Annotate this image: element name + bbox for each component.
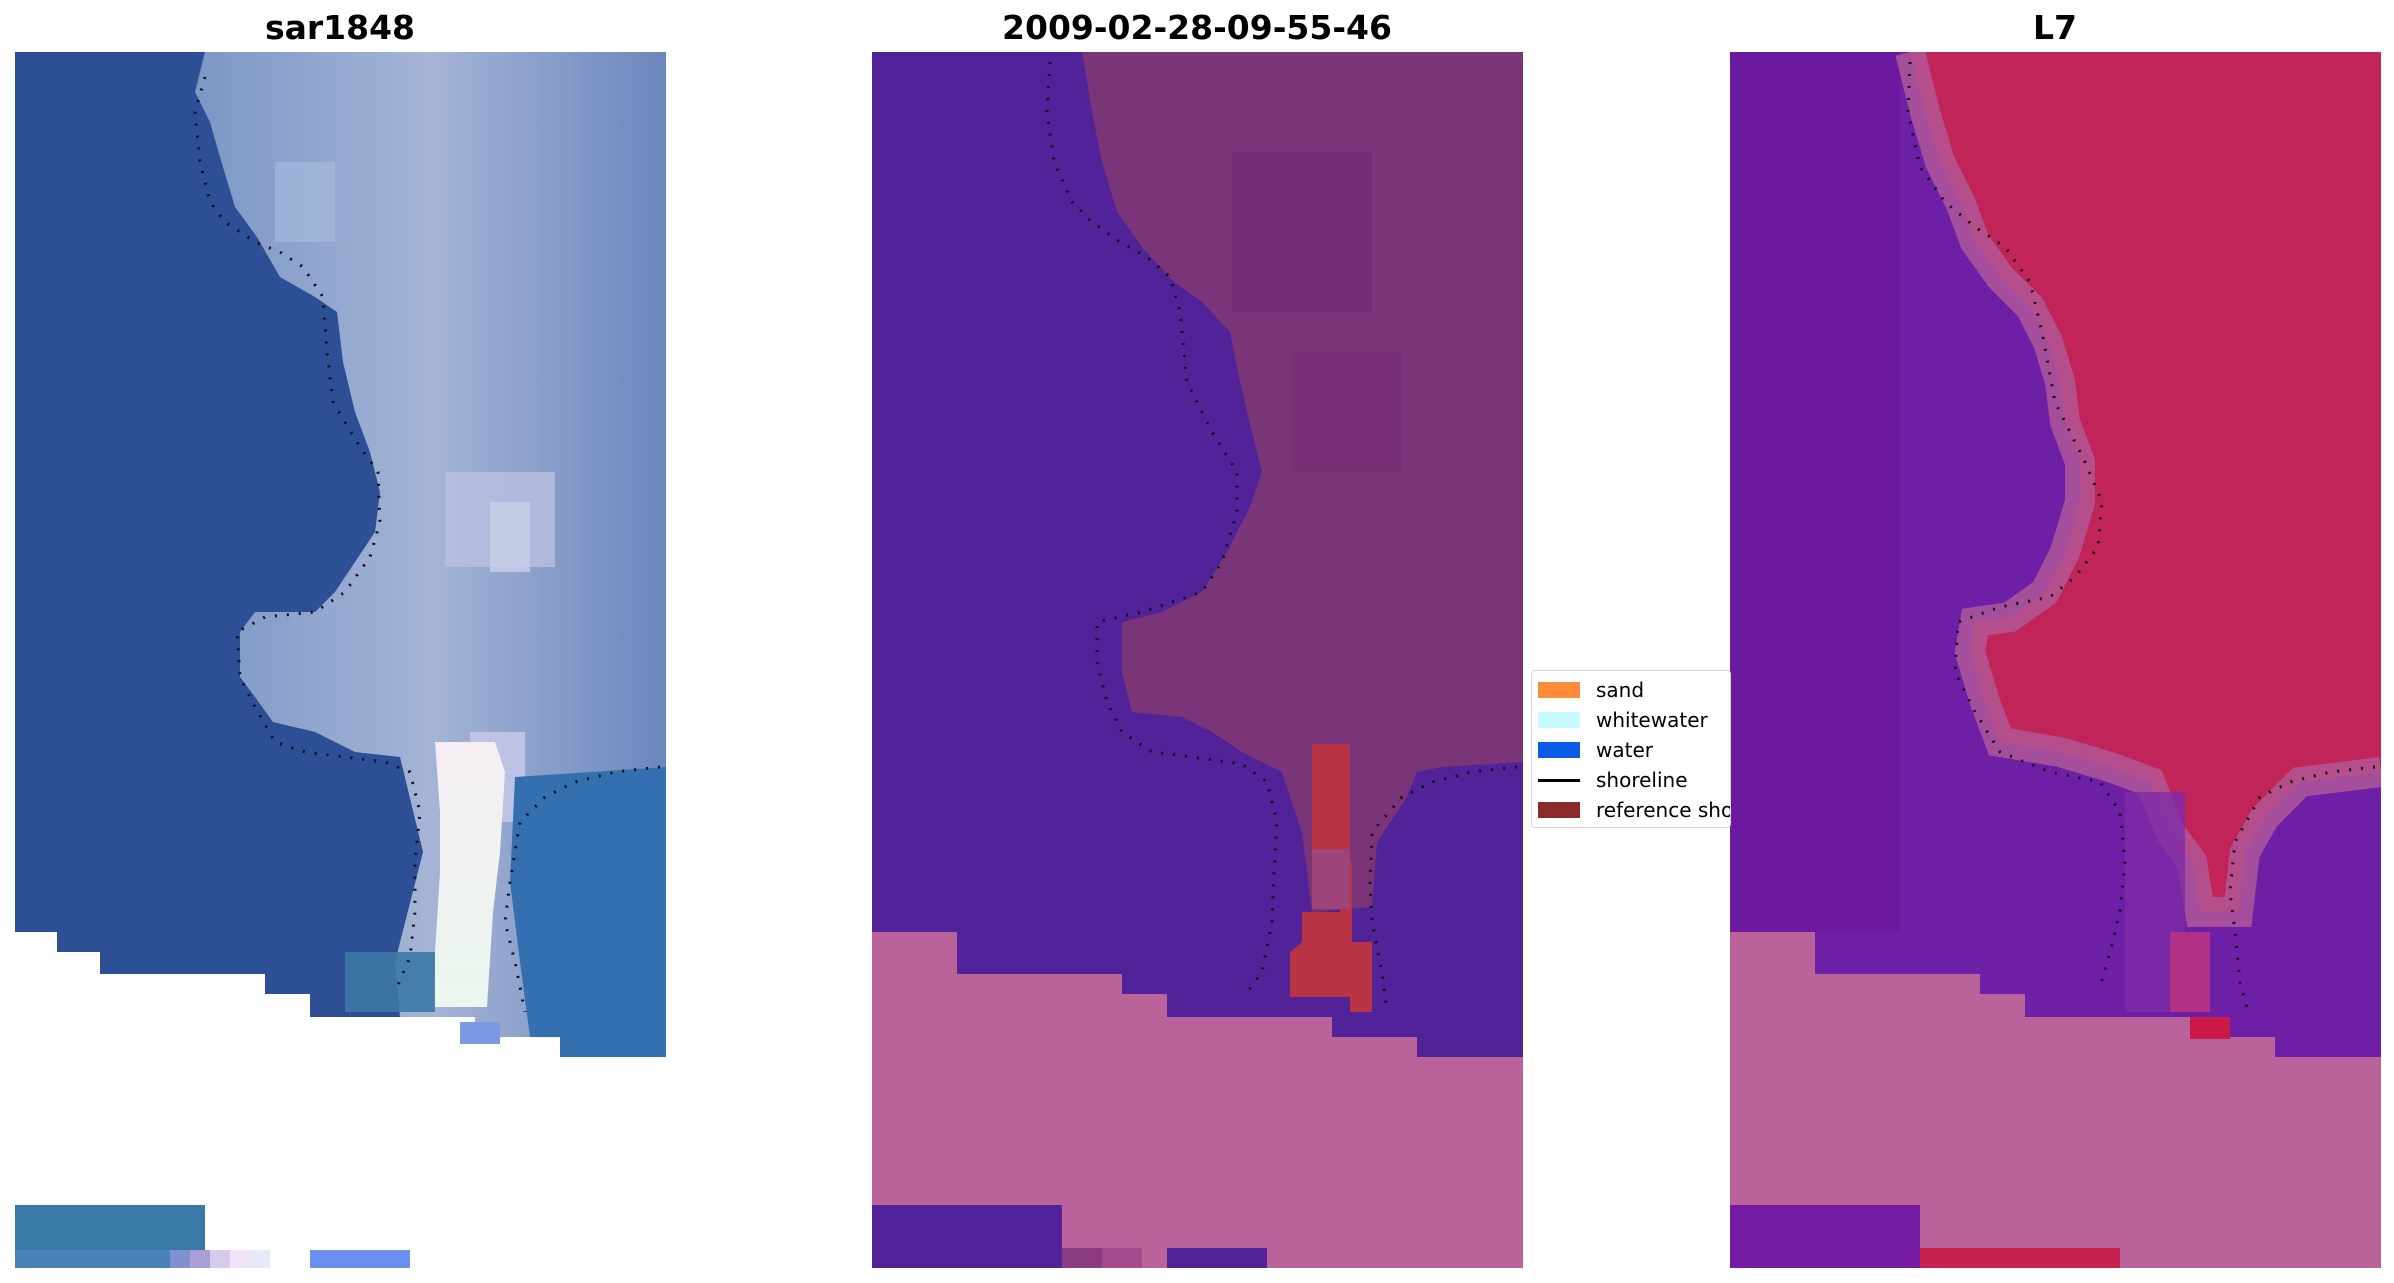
rgb-image-panel (15, 52, 666, 1268)
legend: sand whitewater water shoreline referenc… (1531, 670, 1731, 828)
index-image (1730, 52, 2381, 1268)
legend-item-sand: sand (1538, 678, 1645, 702)
legend-label-sand: sand (1596, 678, 1645, 702)
whitewater-swatch (1538, 712, 1580, 728)
classified-image-panel (872, 52, 1523, 1268)
legend-item-whitewater: whitewater (1538, 708, 1708, 732)
classified-image (872, 52, 1523, 1268)
legend-label-whitewater: whitewater (1596, 708, 1708, 732)
legend-label-water: water (1596, 738, 1653, 762)
sand-swatch (1538, 682, 1580, 698)
water-swatch (1538, 742, 1580, 758)
legend-label-shoreline: shoreline (1596, 768, 1688, 792)
rgb-image (15, 52, 666, 1268)
legend-item-water: water (1538, 738, 1653, 762)
index-image-panel (1730, 52, 2381, 1268)
panel-title-3: L7 (2033, 8, 2077, 47)
legend-label-reference-shoreline: reference shoreline (1596, 798, 1730, 822)
legend-item-shoreline: shoreline (1538, 768, 1688, 792)
panel-title-1: sar1848 (264, 8, 416, 47)
shoreline-line-icon (1538, 778, 1580, 782)
panel-title-2: 2009-02-28-09-55-46 (1002, 8, 1392, 47)
reference-shoreline-swatch (1538, 802, 1580, 818)
legend-item-reference-shoreline: reference shoreline (1538, 798, 1730, 822)
